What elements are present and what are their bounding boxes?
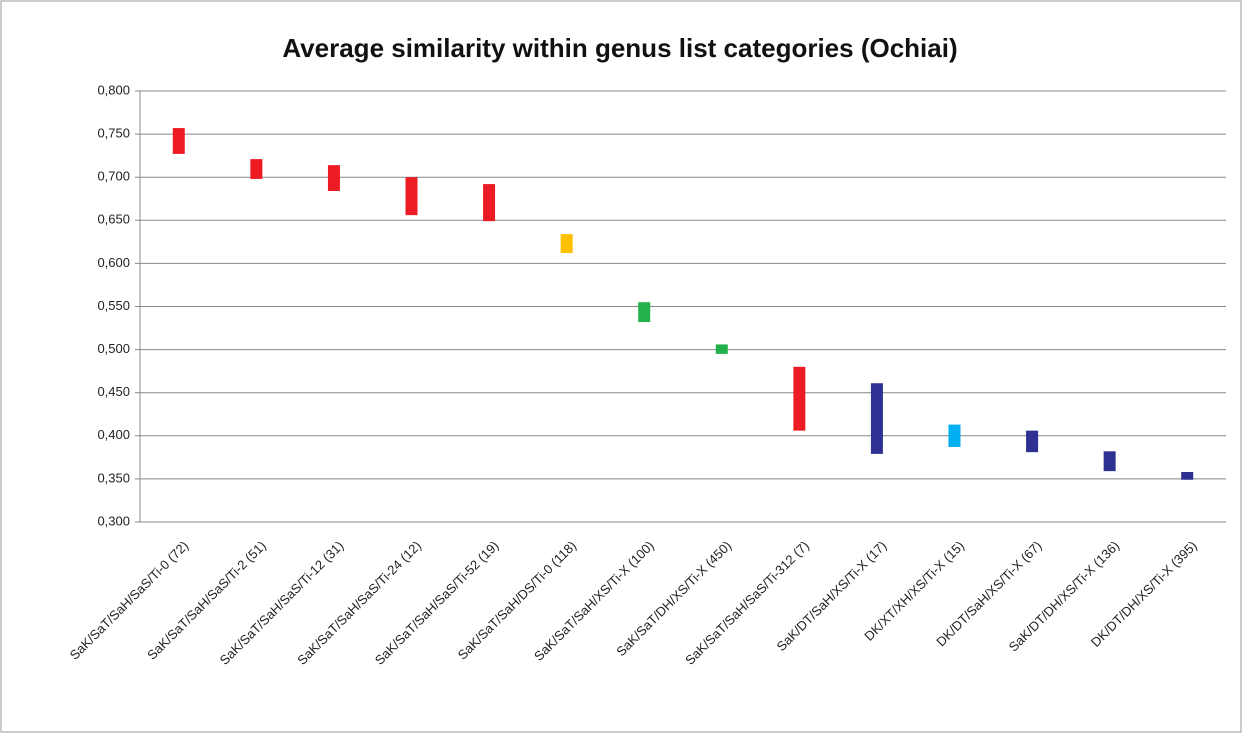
y-tick-label: 0,400 <box>97 427 130 442</box>
bar <box>1026 430 1039 453</box>
y-tick-label: 0,500 <box>97 341 130 356</box>
bar <box>638 302 651 323</box>
y-tick-label: 0,750 <box>97 126 130 141</box>
bar <box>483 184 496 222</box>
bar <box>1181 472 1194 480</box>
bar <box>870 383 883 454</box>
y-tick-label: 0,650 <box>97 212 130 227</box>
y-tick-label: 0,550 <box>97 298 130 313</box>
bar <box>405 177 418 216</box>
bar <box>250 159 263 179</box>
bar <box>948 424 961 448</box>
bar <box>793 366 806 431</box>
bar <box>172 128 185 154</box>
bar <box>715 344 728 354</box>
y-tick-label: 0,300 <box>97 513 130 528</box>
bar <box>327 165 340 191</box>
y-tick-label: 0,800 <box>97 82 130 97</box>
bar <box>1103 451 1116 472</box>
y-tick-label: 0,600 <box>97 255 130 270</box>
bar <box>560 234 573 254</box>
y-tick-label: 0,700 <box>97 169 130 184</box>
chart-title: Average similarity within genus list cat… <box>282 33 957 63</box>
y-tick-label: 0,350 <box>97 470 130 485</box>
y-tick-label: 0,450 <box>97 384 130 399</box>
